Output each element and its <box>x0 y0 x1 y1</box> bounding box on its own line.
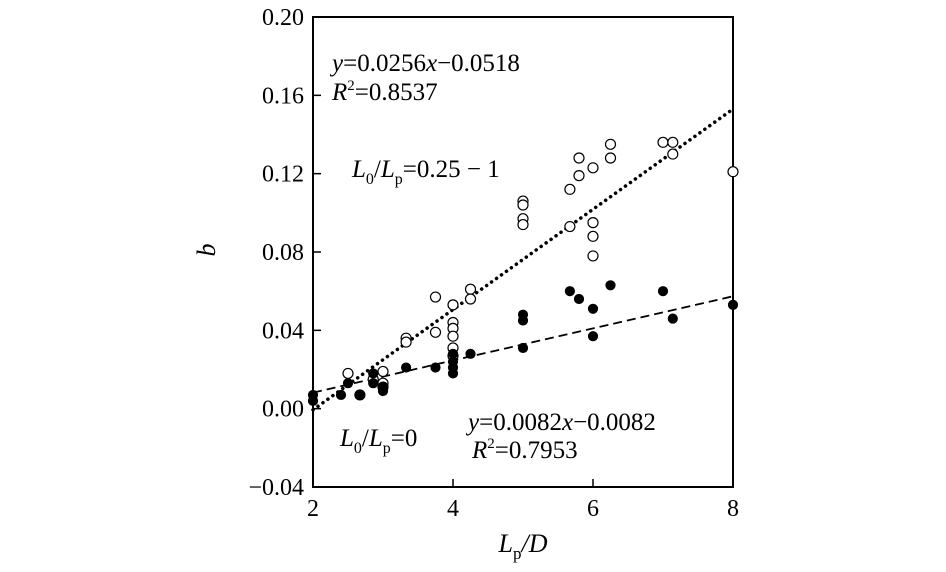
axis-ticks: 2 4 6 8 −0.04 0.00 0.04 0.08 0.12 0.16 0.20 <box>248 5 739 522</box>
top-r2-value: =0.8537 <box>355 79 438 106</box>
x-tick-label: 8 <box>727 496 739 522</box>
x-axis-label-sub: p <box>513 544 522 563</box>
x-axis-label-main: L <box>498 529 513 558</box>
data-point-nonzero <box>429 326 442 338</box>
grp1-value: =0.25 − 1 <box>403 156 500 183</box>
top-eq-intercept: −0.0518 <box>437 50 520 77</box>
top-fit-r2: R2=0.8537 <box>331 78 438 106</box>
top-eq-y: y <box>329 50 344 77</box>
y-tick-label: 0.16 <box>262 83 304 109</box>
y-tick-label: −0.04 <box>248 475 304 501</box>
y-tick-label: 0.12 <box>262 162 304 188</box>
grp2-subp: p <box>383 440 391 457</box>
bot-eq-x: x <box>561 409 573 436</box>
data-point-nonzero <box>564 220 576 233</box>
data-point-zero <box>657 286 669 297</box>
bot-eq-y: y <box>465 409 480 436</box>
data-point-zero <box>307 395 319 406</box>
group-label-zero: L0/Lp=0 <box>339 425 417 457</box>
grp1-subp: p <box>395 171 403 188</box>
data-point-nonzero <box>464 293 477 305</box>
bottom-fit-r2: R2=0.7953 <box>471 436 578 464</box>
data-point-nonzero <box>377 365 389 378</box>
bottom-fit-equation: y=0.0082x−0.0082 <box>465 409 656 436</box>
data-point-zero <box>727 299 739 310</box>
data-point-zero <box>605 280 616 291</box>
data-point-zero <box>587 303 599 314</box>
data-point-nonzero <box>564 183 576 195</box>
data-point-zero <box>335 389 347 401</box>
data-point-nonzero <box>587 162 599 174</box>
y-tick-label: 0.20 <box>262 5 304 31</box>
bot-r2-value: =0.7953 <box>495 437 578 464</box>
data-point-nonzero <box>573 152 585 164</box>
grp1-L: L <box>351 156 366 183</box>
data-point-nonzero <box>587 217 599 229</box>
data-point-nonzero <box>400 336 412 348</box>
data-point-zero <box>667 313 678 324</box>
grp2-value: =0 <box>391 425 418 452</box>
y-axis-label: b <box>192 244 221 257</box>
bot-r2-r: R <box>471 437 487 464</box>
data-point-nonzero <box>517 218 529 231</box>
x-tick-label: 2 <box>307 496 319 522</box>
data-point-nonzero <box>667 136 679 148</box>
y-tick-label: 0.04 <box>262 318 304 344</box>
data-point-zero <box>517 315 529 326</box>
grp2-L: L <box>339 425 354 452</box>
data-point-zero <box>587 331 599 342</box>
top-fit-equation: y=0.0256x−0.0518 <box>329 50 520 77</box>
top-r2-sup: 2 <box>347 78 355 94</box>
top-eq-x: x <box>425 50 437 77</box>
bot-eq-coef: =0.0082 <box>479 409 562 436</box>
data-point-zero <box>368 378 379 389</box>
grp1-sub0: 0 <box>366 171 374 188</box>
top-eq-coef: =0.0256 <box>343 50 426 77</box>
group-label-nonzero: L0/Lp=0.25 − 1 <box>351 156 500 188</box>
data-point-zero <box>465 348 476 359</box>
data-point-zero <box>430 362 441 373</box>
data-point-nonzero <box>447 299 459 311</box>
data-point-nonzero <box>657 136 669 148</box>
data-point-nonzero <box>587 230 599 242</box>
bot-eq-intercept: −0.0082 <box>573 409 656 436</box>
data-point-zero <box>354 389 365 401</box>
top-r2-r: R <box>331 79 347 106</box>
data-point-nonzero <box>517 199 529 211</box>
data-point-zero <box>564 286 576 297</box>
x-tick-label: 6 <box>587 496 599 522</box>
fit-line-nonzero <box>311 107 735 412</box>
data-point-nonzero <box>573 170 585 182</box>
data-point-zero <box>573 293 585 305</box>
data-point-nonzero <box>604 138 617 150</box>
data-points <box>307 136 739 406</box>
data-point-zero <box>401 362 412 373</box>
data-point-nonzero <box>447 330 459 342</box>
bot-r2-sup: 2 <box>487 436 495 452</box>
data-point-zero <box>447 368 459 379</box>
grp2-slash: / <box>362 425 369 452</box>
grp2-sub0: 0 <box>354 440 362 457</box>
data-point-nonzero <box>464 283 477 295</box>
x-axis-label-rest: /D <box>519 529 547 558</box>
data-point-nonzero <box>604 152 617 164</box>
data-point-nonzero <box>429 291 442 303</box>
grp2-L2: L <box>368 425 383 452</box>
data-point-nonzero <box>667 148 679 160</box>
data-point-nonzero <box>727 166 739 178</box>
data-point-nonzero <box>587 250 599 262</box>
data-point-zero <box>342 378 354 389</box>
grp1-L2: L <box>380 156 395 183</box>
data-point-zero <box>517 342 529 354</box>
data-point-zero <box>368 368 379 379</box>
data-point-zero <box>377 385 389 397</box>
y-tick-label: 0.00 <box>262 397 304 423</box>
y-tick-label: 0.08 <box>262 240 304 266</box>
grp1-slash: / <box>374 156 381 183</box>
x-tick-label: 4 <box>447 496 459 522</box>
x-axis-label: Lp/D <box>498 529 548 563</box>
data-point-nonzero <box>342 367 354 380</box>
